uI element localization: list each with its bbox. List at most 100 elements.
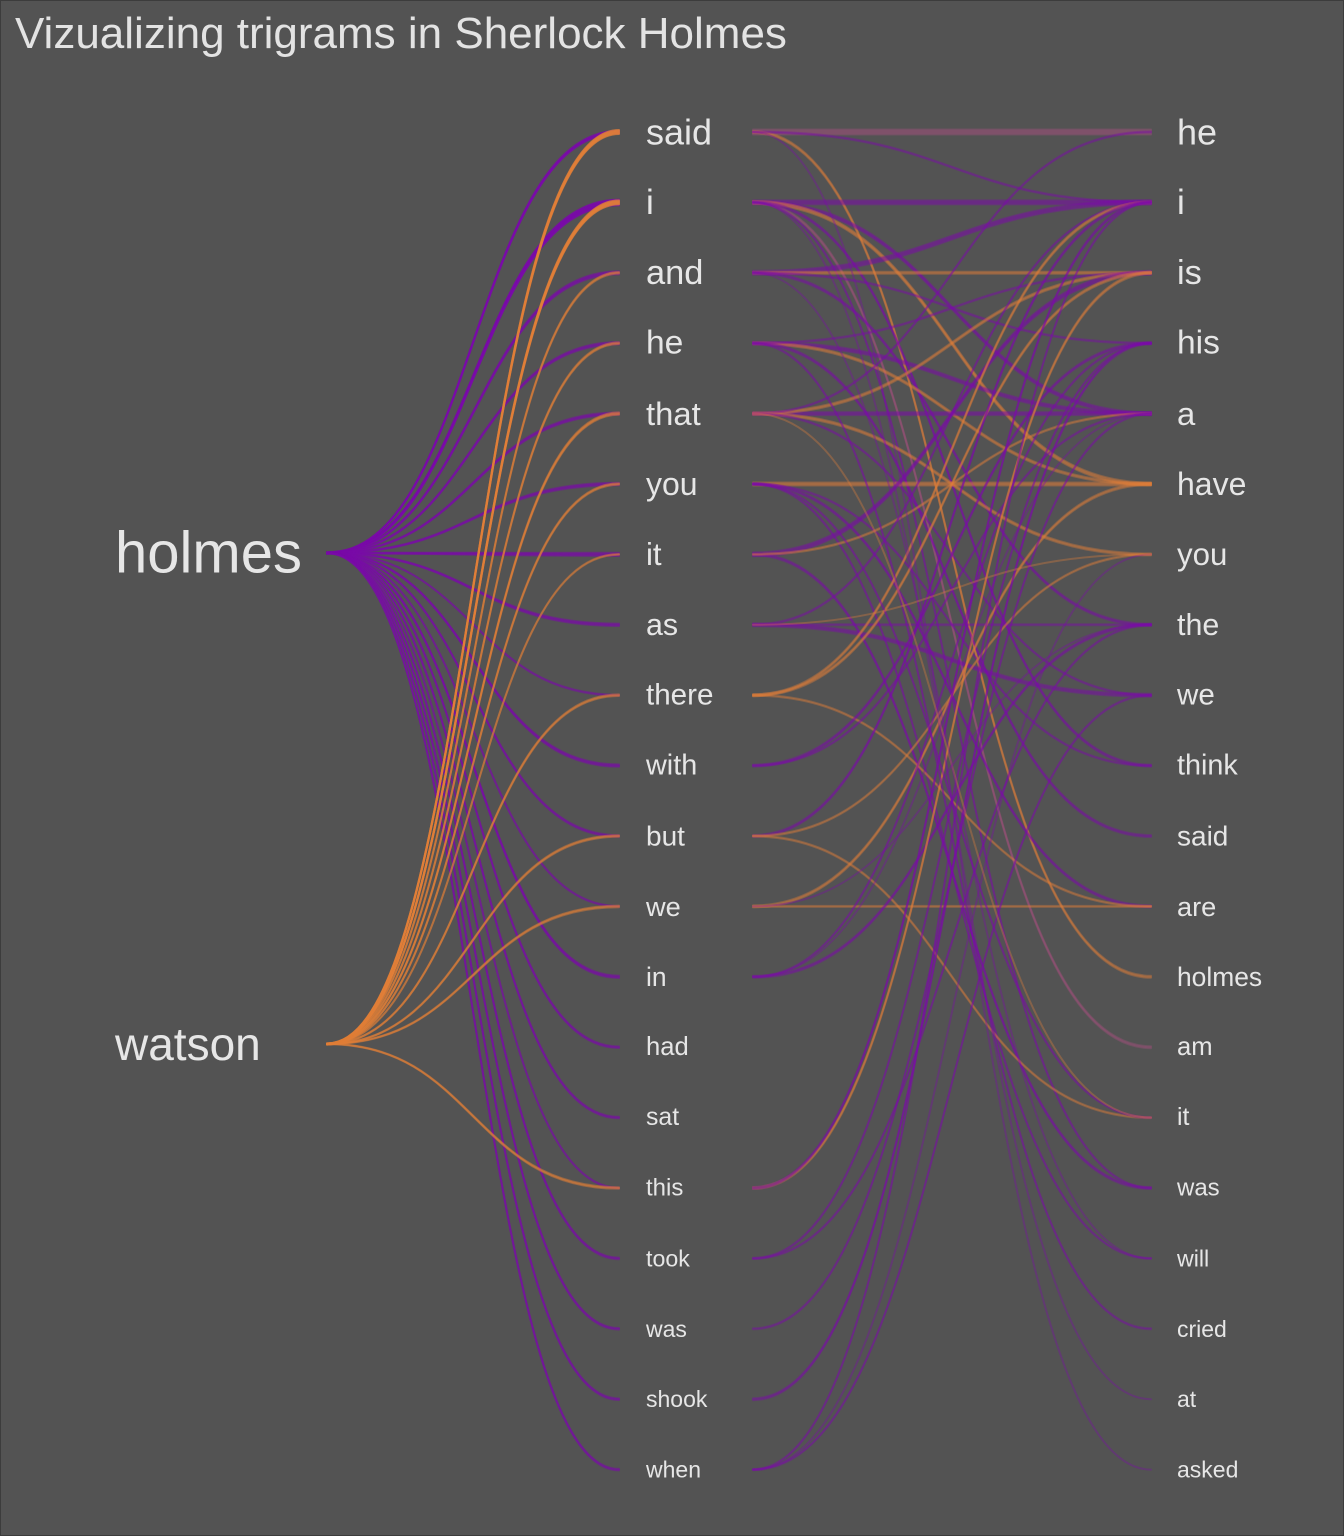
link-holmes-to-but (326, 552, 620, 838)
link-that-to-we (752, 413, 1152, 697)
link-watson-to-but (326, 835, 620, 1046)
link-holmes-to-sat (326, 552, 620, 1119)
link-holmes-to-when (326, 552, 620, 1472)
link-as-to-we (752, 625, 1152, 698)
link-that-to-is (752, 270, 1152, 414)
link-holmes-to-this (326, 552, 620, 1190)
link-holmes-to-he (326, 343, 620, 555)
link-as-to-we (752, 623, 1152, 696)
middle-to-last-links (752, 128, 1152, 1472)
middle-word-as: as (646, 608, 678, 642)
middle-word-that: that (646, 395, 701, 432)
link-with-to-his (752, 341, 1152, 766)
link-as-to-i (752, 200, 1152, 626)
link-holmes-to-took (326, 552, 620, 1261)
last-word-am: am (1177, 1033, 1213, 1061)
link-watson-to-this (326, 1042, 620, 1189)
link-holmes-to-and (326, 273, 620, 555)
middle-word-i: i (646, 183, 654, 222)
link-shook-to-his (752, 342, 1152, 1401)
link-you-to-are (752, 483, 1152, 908)
link-said-to-i (752, 131, 1152, 204)
middle-word-with: with (645, 750, 697, 782)
link-holmes-to-that (326, 411, 620, 554)
link-watson-to-but (326, 834, 620, 1045)
link-holmes-to-with (326, 552, 620, 768)
link-there-to-are (752, 694, 1152, 908)
link-i-to-think (752, 202, 1152, 768)
link-in-to-the (752, 622, 1152, 977)
link-i-to-have (752, 200, 1152, 485)
link-holmes-to-he (326, 341, 620, 554)
link-holmes-to-you (326, 481, 620, 554)
link-said-to-holmes (752, 132, 1152, 979)
link-said-to-i (752, 130, 1152, 203)
middle-word-shook: shook (646, 1386, 708, 1412)
link-but-to-it (752, 835, 1152, 1120)
link-that-to-is (752, 271, 1152, 415)
link-holmes-to-had (326, 551, 620, 1048)
link-you-to-are (752, 482, 1152, 907)
link-took-to-the (752, 624, 1152, 1260)
link-he-to-a (752, 342, 1152, 416)
link-watson-to-we (326, 906, 620, 1046)
last-word-was: was (1176, 1175, 1220, 1202)
link-and-to-will (752, 271, 1152, 1260)
link-that-to-he (752, 130, 1152, 415)
link-you-to-think (752, 482, 1152, 767)
link-watson-to-you (326, 483, 620, 1046)
link-i-to-at (752, 201, 1152, 1401)
link-said-to-holmes (752, 131, 1152, 978)
link-he-to-a (752, 341, 1152, 415)
link-watson-to-we (326, 905, 620, 1045)
link-in-to-his (752, 342, 1152, 979)
link-as-to-we (752, 624, 1152, 697)
first-word-watson: watson (114, 1018, 261, 1070)
last-word-his: his (1177, 325, 1220, 362)
link-it-to-is (752, 272, 1152, 557)
link-shook-to-his (752, 343, 1152, 1402)
link-he-to-a (752, 343, 1152, 417)
link-he-to-said (752, 343, 1152, 838)
link-holmes-to-was (326, 552, 620, 1330)
link-watson-to-and (326, 271, 620, 1045)
link-in-to-a (752, 412, 1152, 978)
link-holmes-to-and (326, 272, 620, 555)
link-and-to-the (752, 271, 1152, 626)
link-but-to-it (752, 834, 1152, 1119)
link-there-to-i (752, 201, 1152, 697)
link-he-to-is (752, 271, 1152, 344)
link-holmes-to-with (326, 552, 620, 767)
link-he-to-cried (752, 342, 1152, 1331)
link-it-to-a (752, 413, 1152, 556)
link-holmes-to-with (326, 551, 620, 766)
link-but-to-i (752, 201, 1152, 837)
link-he-to-said (752, 341, 1152, 836)
link-this-to-is (752, 271, 1152, 1189)
link-watson-to-i (326, 203, 620, 1046)
link-and-to-the (752, 270, 1152, 625)
last-word-i: i (1177, 183, 1185, 222)
link-i-to-have (752, 202, 1152, 487)
link-it-to-is (752, 270, 1152, 555)
link-holmes-to-but (326, 552, 620, 837)
middle-word-it: it (646, 537, 662, 572)
link-watson-to-and (326, 271, 620, 1045)
link-but-to-i (752, 202, 1152, 838)
link-he-to-a (752, 340, 1152, 414)
link-watson-to-we (326, 904, 620, 1045)
link-you-to-think (752, 483, 1152, 768)
last-word-he: he (1177, 112, 1217, 153)
last-word-we: we (1176, 679, 1215, 712)
last-word-is: is (1177, 254, 1202, 292)
link-and-to-his (752, 272, 1152, 345)
chart-title: Vizualizing trigrams in Sherlock Holmes (15, 9, 787, 58)
middle-word-when: when (645, 1457, 701, 1483)
middle-word-said: said (646, 112, 712, 153)
link-and-to-his (752, 271, 1152, 344)
last-word-you: you (1177, 537, 1227, 572)
link-watson-to-there (326, 693, 620, 1045)
link-holmes-to-in (326, 552, 620, 979)
link-this-to-is (752, 270, 1152, 1188)
